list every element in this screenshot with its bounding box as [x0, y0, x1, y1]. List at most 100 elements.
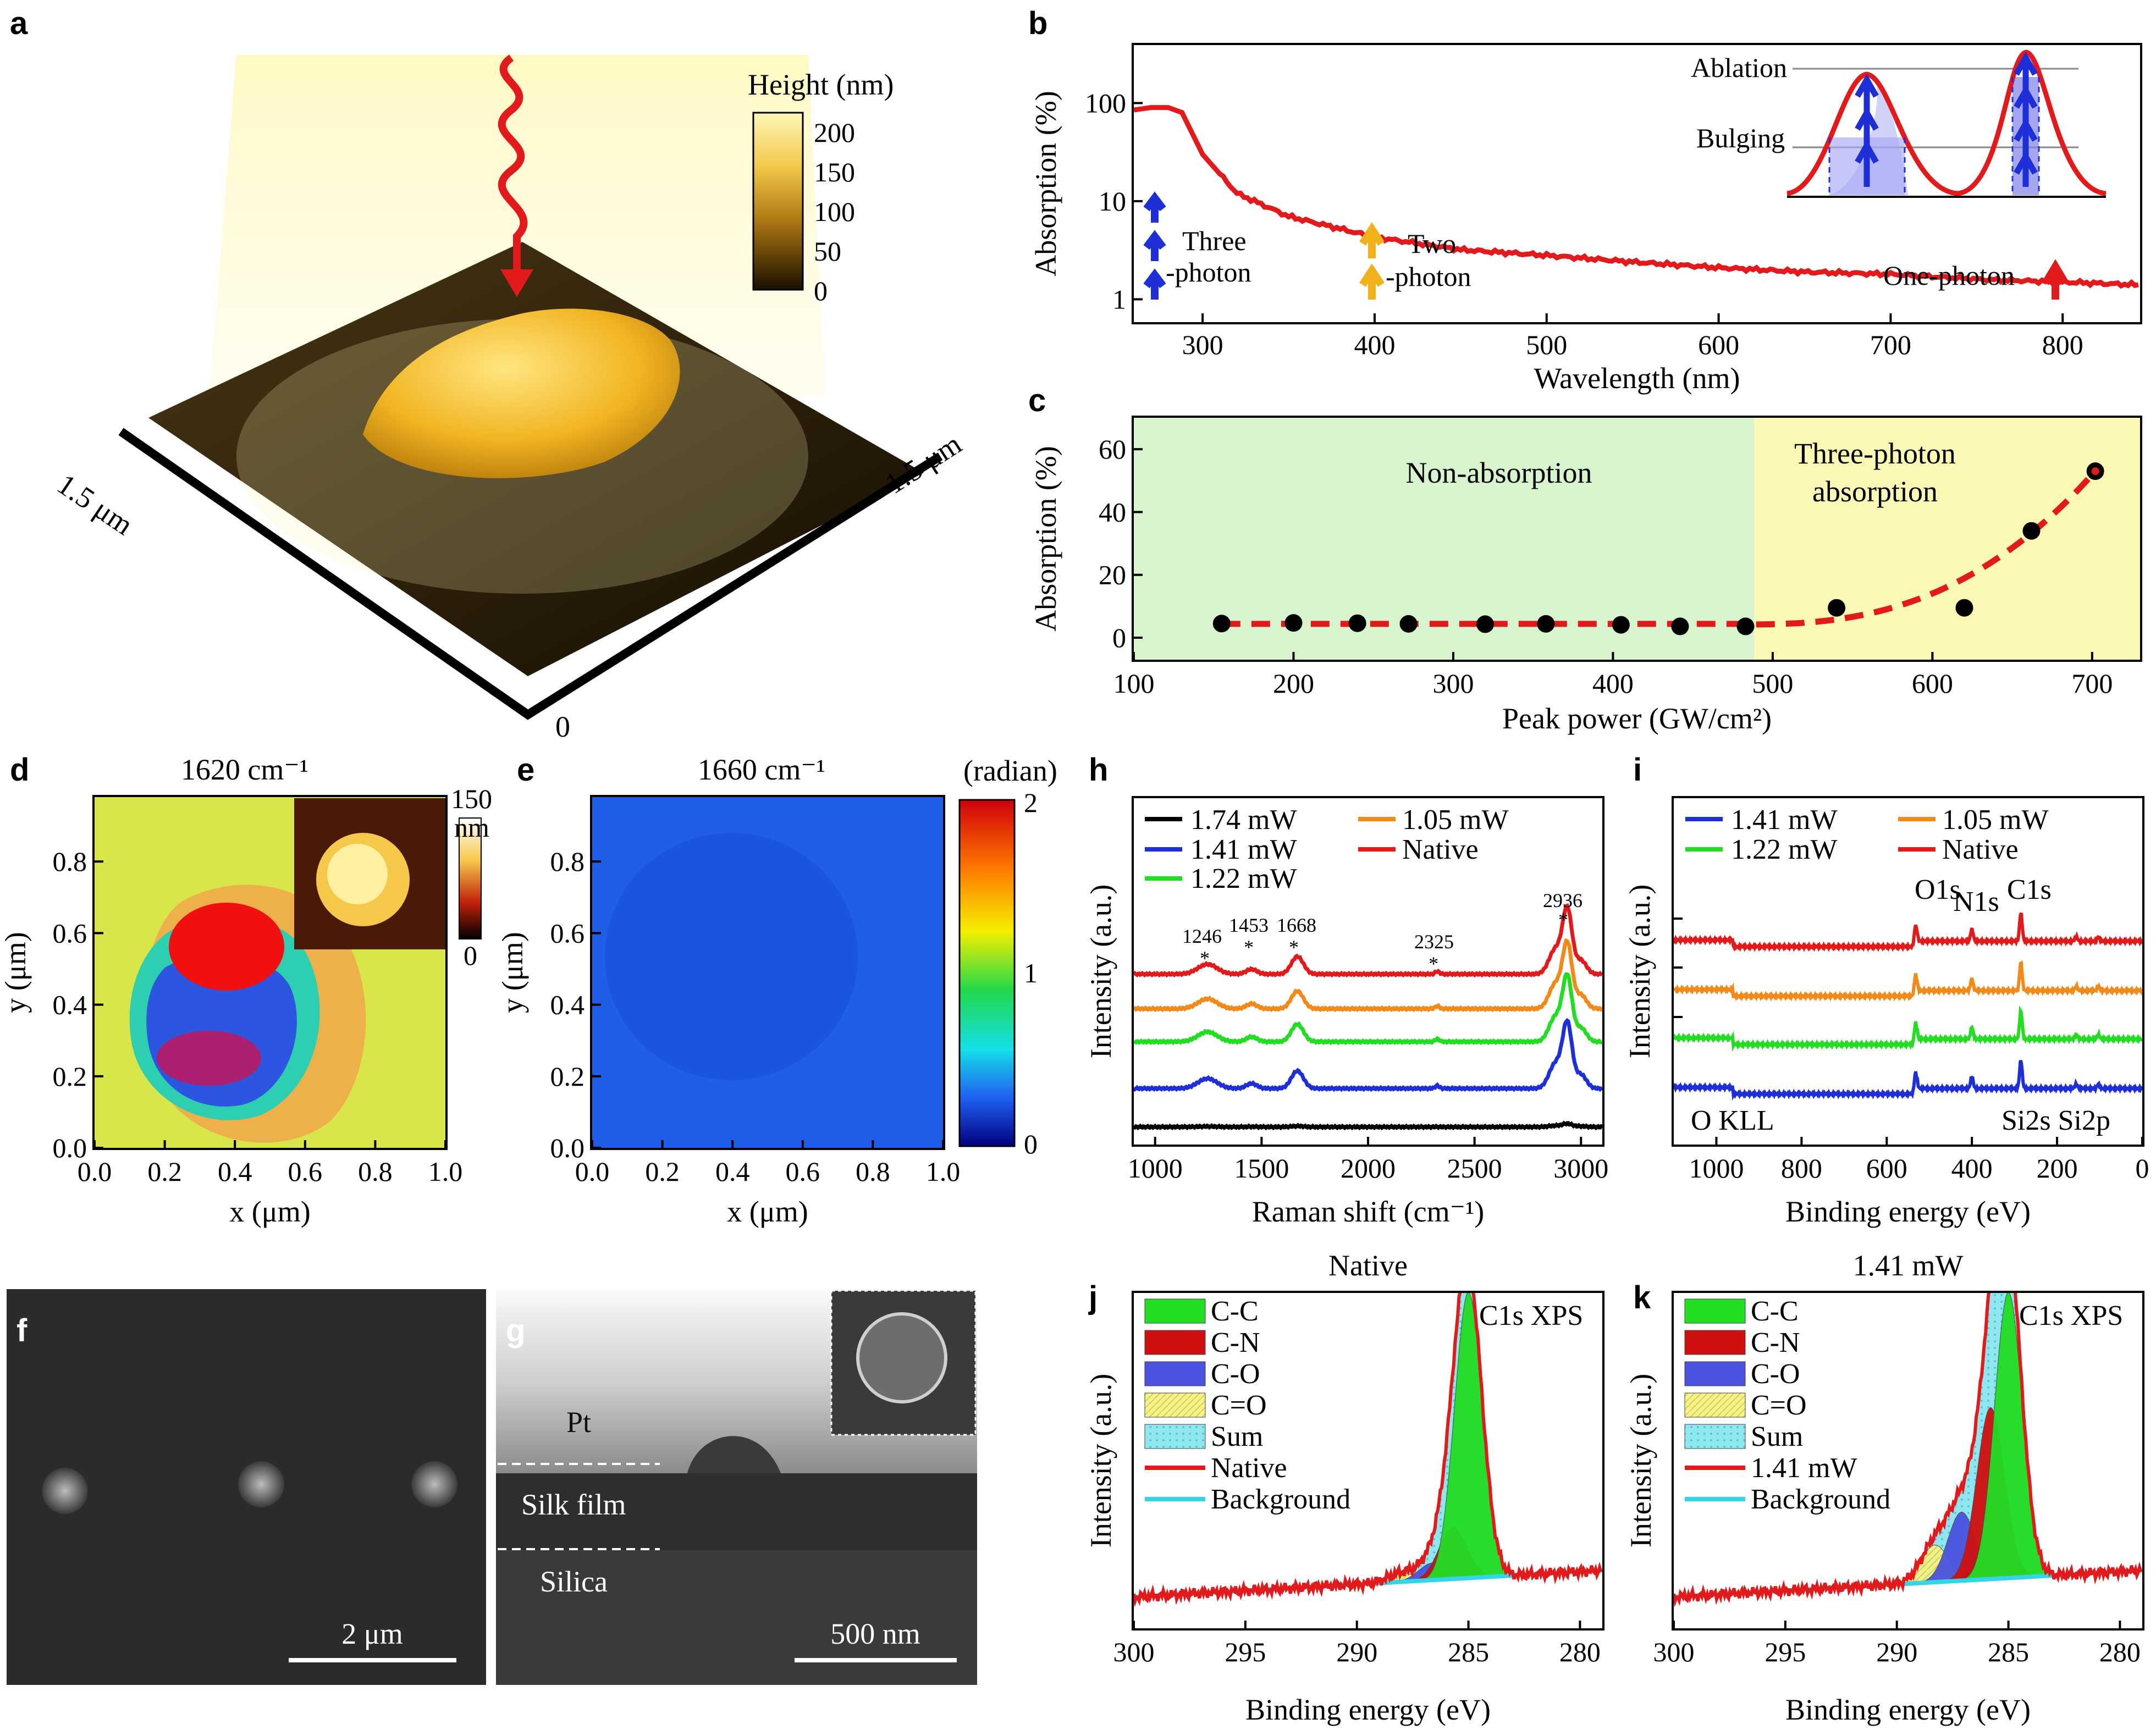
colorbar-height	[752, 112, 804, 291]
legend-i-1-41: 1.41 mW	[1731, 804, 1838, 836]
label-one-photon: One-photon	[1883, 260, 2015, 291]
cc-peak	[1401, 1293, 1536, 1582]
x-i-tick-label: 200	[2037, 1153, 2078, 1184]
scalebar-g-label: 500 nm	[830, 1617, 920, 1650]
title-d: 1620 cm⁻¹	[181, 753, 308, 786]
cbar-d-bottom: 0	[464, 940, 477, 971]
panel-letter-b: b	[1028, 5, 1047, 41]
legend-cc-swatch	[1684, 1298, 1746, 1324]
ylabel-c: Absorption (%)	[1029, 446, 1062, 631]
c1s-fit-k	[1674, 1293, 2142, 1607]
data-points-c	[1212, 462, 2104, 635]
y-c-tick-label: 40	[1099, 496, 1126, 527]
cbar-a-tick-0: 0	[814, 275, 828, 306]
title-e: 1660 cm⁻¹	[698, 753, 825, 786]
cbar-a-tick-150: 150	[814, 157, 855, 187]
label-silica: Silica	[540, 1565, 608, 1598]
region-non-absorption	[1134, 418, 1754, 660]
label-three-photon-1: Three-photon	[1794, 437, 1956, 470]
x-c-tick-label: 200	[1273, 668, 1314, 699]
panel-e: e 1660 cm⁻¹ 0.0 0.2 0.4 0.6 0.8 1.0 0.0 0.2 0.4…	[496, 752, 1057, 1228]
x-i-tick-label: 800	[1781, 1153, 1822, 1184]
legend-h-1-74: 1.74 mW	[1190, 804, 1297, 836]
label-ablation: Ablation	[1691, 52, 1787, 83]
ylabel-b: Absorption (%)	[1029, 91, 1062, 276]
x-i-tick-label: 0	[2136, 1153, 2149, 1184]
xps-1-22mw-line	[1674, 1005, 2142, 1052]
panel-letter-c: c	[1028, 383, 1046, 418]
xps-native-line	[1674, 912, 2142, 952]
panel-c: c 100 200 300 400 500 600 700 0 20 40 60 Non-abso…	[1028, 383, 2142, 735]
x-k-tick-label: 285	[1988, 1637, 2029, 1667]
x-ticks-h: 1000 1500 2000 2500 3000	[1128, 1137, 1608, 1184]
x-e-tick-label: 0.6	[786, 1156, 820, 1187]
panel-letter-i: i	[1633, 752, 1642, 788]
one-photon-arrow-icon	[2042, 259, 2069, 300]
y-b-tick-label: 100	[1085, 87, 1126, 118]
peak-2936: 2936	[1543, 889, 1582, 911]
x-k-tick-label: 290	[1876, 1637, 1917, 1667]
cbar-a-tick-100: 100	[814, 196, 855, 227]
native-measured-line	[1134, 1293, 1602, 1607]
ylabel-d: y (μm)	[0, 932, 32, 1013]
map-d-red-bottom	[157, 1031, 261, 1086]
legend-c-double-o-swatch	[1144, 1392, 1206, 1418]
raman-native-line	[1134, 903, 1602, 978]
xps-1-41mw-line	[1674, 1059, 2142, 1101]
legend-co-swatch	[1684, 1361, 1746, 1386]
raman-1-22mw-line	[1134, 972, 1602, 1046]
y-d-tick-label: 0.6	[53, 917, 87, 948]
afm-axis-origin: 0	[555, 710, 570, 743]
ylabel-h: Intensity (a.u.)	[1084, 885, 1117, 1058]
panel-letter-k: k	[1633, 1280, 1651, 1316]
panel-letter-a: a	[10, 5, 28, 41]
legend-background-label: Background	[1751, 1484, 1890, 1515]
three-photon-arrows	[1143, 191, 1166, 300]
x-k-tick-label: 295	[1764, 1637, 1806, 1667]
star-1453: *	[1244, 936, 1254, 958]
raman-1-74mw-line	[1134, 1120, 1602, 1131]
sem-dot-1	[42, 1468, 88, 1514]
silk-layer	[496, 1473, 977, 1550]
map-d-red-top	[169, 903, 284, 991]
x-b-tick-label: 500	[1526, 329, 1567, 360]
x-b-tick-label: 600	[1698, 329, 1739, 360]
cbar-d-top: 150	[451, 783, 492, 814]
x-i-tick-label: 600	[1866, 1153, 1907, 1184]
legend-cn-swatch	[1144, 1330, 1206, 1355]
absorption-spectrum-line	[1134, 105, 2139, 289]
x-k-tick-label: 300	[1653, 1637, 1695, 1667]
data-point-c	[1828, 599, 1846, 617]
star-2936: *	[1558, 909, 1568, 931]
x-j-tick-label: 280	[1559, 1637, 1601, 1667]
cbar-e-title: (radian)	[963, 754, 1057, 787]
xlabel-h: Raman shift (cm⁻¹)	[1252, 1195, 1485, 1228]
panel-h: h 1000 1500 2000 2500 3000 1.74 mW 1.05 mW 1…	[1084, 752, 1608, 1228]
xlabel-c: Peak power (GW/cm²)	[1502, 702, 1772, 735]
x-e-tick-label: 0.0	[575, 1156, 610, 1187]
map-e-disk	[605, 833, 858, 1080]
x-c-tick-label: 700	[2071, 668, 2113, 699]
panel-a: a Height (nm) 200 150 100 50 0 1.5 μm 1.…	[10, 5, 967, 743]
x-ticks-e: 0.0 0.2 0.4 0.6 0.8 1.0	[575, 1140, 960, 1187]
label-c1s: C1s	[2007, 874, 2052, 905]
legend-h-1-41: 1.41 mW	[1190, 834, 1297, 865]
label-o1s: O1s	[1915, 874, 1961, 905]
panel-k: k 1.41 mW 300 295 290 285 280 C1s XPS C-CC-N…	[1624, 1249, 2144, 1726]
inset-g-dot	[856, 1312, 947, 1403]
x-d-tick-label: 0.8	[358, 1156, 393, 1187]
x-h-tick-label: 3000	[1553, 1153, 1608, 1184]
label-two: Two	[1408, 228, 1456, 259]
two-photon-arrows	[1359, 222, 1385, 300]
panel-j: j Native 300 295 290 285 280 C1s XPS C-CC-NC…	[1084, 1249, 1604, 1726]
data-point-c	[1212, 615, 1231, 633]
x-ticks-i: 1000 800 600 400 200 0	[1674, 917, 2149, 1184]
x-c-tick-label: 100	[1113, 668, 1155, 699]
panel-letter-g: g	[506, 1313, 525, 1348]
x-d-tick-label: 0.4	[218, 1156, 252, 1187]
y-b-tick-label: 1	[1112, 284, 1126, 314]
inset-b	[1786, 49, 2107, 198]
afm-axis-right: 1.5 μm	[879, 427, 967, 500]
